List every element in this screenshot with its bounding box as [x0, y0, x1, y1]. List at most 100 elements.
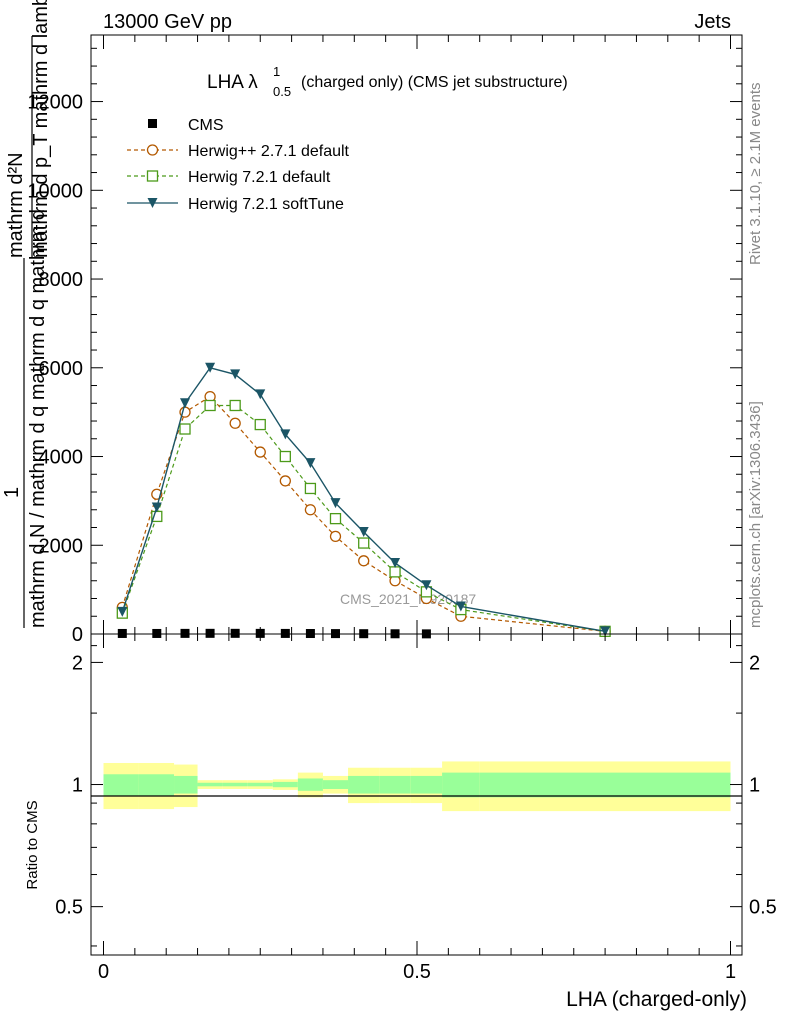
ylabel-prefactor: 1 [1, 487, 23, 498]
ratio-y-axis-label: Ratio to CMS [24, 800, 41, 889]
data-point-herwig-2-7-1-default [279, 475, 291, 487]
header-right: Jets [694, 11, 731, 33]
data-point-herwig-7-2-1-default [254, 418, 266, 431]
x-tick-label: 0 [98, 961, 109, 983]
ratio-band-inner [103, 774, 139, 796]
ylabel-numerator: mathrm d²N [5, 152, 27, 258]
main-y-tick-label: 4000 [39, 447, 84, 469]
mcplots-credit-text: mcplots.cern.ch [arXiv:1306.3436] [747, 401, 764, 628]
main-y-tick-label: 8000 [39, 269, 84, 291]
main-y-tick-label: 0 [72, 624, 83, 646]
data-point-herwig-7-2-1-softtune [330, 498, 341, 509]
ratio-y-tick-label-right: 2 [749, 652, 760, 674]
legend-label-herwigpp-271: Herwig++ 2.7.1 default [188, 143, 350, 160]
legend-marker-herwig-721-default [146, 170, 159, 182]
legend: CMS Herwig++ 2.7.1 default Herwig 7.2.1 … [127, 117, 350, 213]
data-point-herwig-7-2-1-softtune [390, 558, 401, 569]
legend-marker-herwig-721-softtune [147, 198, 158, 208]
ratio-band-inner [410, 775, 443, 794]
ratio-band-inner [138, 774, 175, 796]
legend-label-herwig-721-default: Herwig 7.2.1 default [188, 169, 331, 186]
data-point-herwig-7-2-1-softtune [180, 398, 191, 409]
data-point-herwig-2-7-1-default [254, 446, 266, 458]
legend-label-cms: CMS [188, 117, 224, 134]
data-point-herwig-7-2-1-softtune [421, 580, 432, 591]
plot-title: LHA λ 1 0.5 (charged only) (CMS jet subs… [207, 64, 568, 99]
ratio-band-inner [197, 782, 223, 787]
data-point-herwig-7-2-1-softtune [151, 502, 162, 513]
title-rest: (charged only) (CMS jet substructure) [301, 74, 568, 91]
data-point-herwig-7-2-1-default [229, 399, 241, 412]
data-point-herwig-7-2-1-softtune [280, 429, 291, 440]
data-point-cms [180, 628, 190, 638]
x-axis-label: LHA (charged-only) [566, 988, 747, 1011]
title-superscript: 1 [273, 64, 280, 79]
ylabel-denominator: mathrm d p_T mathrm d lambda [30, 0, 52, 258]
legend-marker-herwigpp-271 [146, 144, 159, 156]
data-point-herwig-7-2-1-default [329, 512, 342, 525]
ratio-band-inner [379, 775, 411, 794]
ratio-band-inner [247, 782, 273, 787]
ratio-band-inner [297, 778, 323, 791]
series-line-herwig-7-2-1-softtune [121, 366, 606, 633]
ratio-band-inner [272, 781, 298, 788]
ratio-uncertainty-bands [103, 761, 731, 812]
ratio-band-inner [479, 772, 731, 798]
legend-item-herwig-721-softtune: Herwig 7.2.1 softTune [127, 196, 344, 213]
legend-item-herwig-721-default: Herwig 7.2.1 default [127, 169, 331, 186]
main-y-tick-label: 12000 [27, 92, 83, 114]
data-point-cms [205, 628, 215, 638]
data-point-herwig-7-2-1-softtune [600, 626, 611, 637]
data-point-herwig-2-7-1-default [229, 417, 241, 429]
ratio-y-tick-label-right: 1 [749, 775, 760, 797]
ratio-plot-panel: 0.5 0.5 1 1 2 2 0 0.5 1 Ratio to CMS LHA (charg… [24, 633, 777, 1011]
legend-label-herwig-721-softtune: Herwig 7.2.1 softTune [188, 196, 344, 213]
ratio-band-inner [322, 780, 349, 789]
x-tick-label: 0.5 [403, 961, 431, 983]
main-series-group [116, 362, 611, 639]
x-tick-label: 1 [725, 961, 736, 983]
data-point-herwig-7-2-1-default [389, 566, 401, 578]
data-point-cms [280, 628, 290, 638]
data-point-herwig-2-7-1-default [358, 555, 370, 567]
title-main: LHA λ [207, 72, 258, 93]
legend-item-herwigpp-271: Herwig++ 2.7.1 default [127, 143, 350, 160]
legend-item-cms: CMS [148, 117, 224, 134]
data-point-cms [230, 628, 240, 638]
ratio-y-tick-label: 1 [72, 775, 83, 797]
data-point-herwig-7-2-1-softtune [358, 526, 369, 537]
data-point-herwig-7-2-1-default [279, 450, 291, 463]
data-point-cms [255, 628, 265, 638]
data-point-herwig-7-2-1-softtune [205, 362, 216, 373]
ratio-band-inner [442, 772, 480, 798]
main-y-axis: 0 2000 4000 6000 8000 10000 12000 [27, 47, 742, 646]
main-y-tick-label: 2000 [39, 535, 84, 557]
data-point-herwig-7-2-1-softtune [255, 389, 266, 400]
ratio-y-tick-label: 2 [72, 652, 83, 674]
data-point-herwig-7-2-1-default [179, 423, 191, 435]
main-y-tick-label: 10000 [27, 180, 83, 202]
data-point-herwig-7-2-1-default [204, 399, 216, 412]
header-left: 13000 GeV pp [103, 11, 232, 33]
main-y-tick-label: 6000 [39, 358, 84, 380]
series-line-herwig-7-2-1-default [121, 404, 606, 632]
data-point-herwig-7-2-1-default [304, 482, 317, 495]
data-point-cms [117, 628, 127, 638]
title-subscript: 0.5 [273, 84, 291, 99]
data-point-herwig-7-2-1-softtune [230, 369, 241, 380]
data-point-herwig-7-2-1-softtune [305, 458, 316, 469]
data-point-herwig-7-2-1-softtune [117, 606, 128, 617]
ratio-band-inner [174, 775, 198, 794]
main-x-ticks [103, 35, 731, 634]
main-y-axis-label: mathrm d²N mathrm d p_T mathrm d lambda … [1, 0, 52, 628]
ylabel-normalisation: mathrm d N / mathrm d q mathrm d q mathr… [27, 209, 49, 628]
legend-marker-cms [148, 119, 157, 128]
data-point-herwig-2-7-1-default [329, 530, 342, 543]
ratio-band-inner [348, 775, 380, 794]
ratio-y-tick-label: 0.5 [55, 897, 83, 919]
ratio-x-axis: 0 0.5 1 [98, 634, 736, 983]
ratio-y-axis: 0.5 0.5 1 1 2 2 [55, 645, 777, 947]
ratio-band-inner [222, 782, 248, 787]
